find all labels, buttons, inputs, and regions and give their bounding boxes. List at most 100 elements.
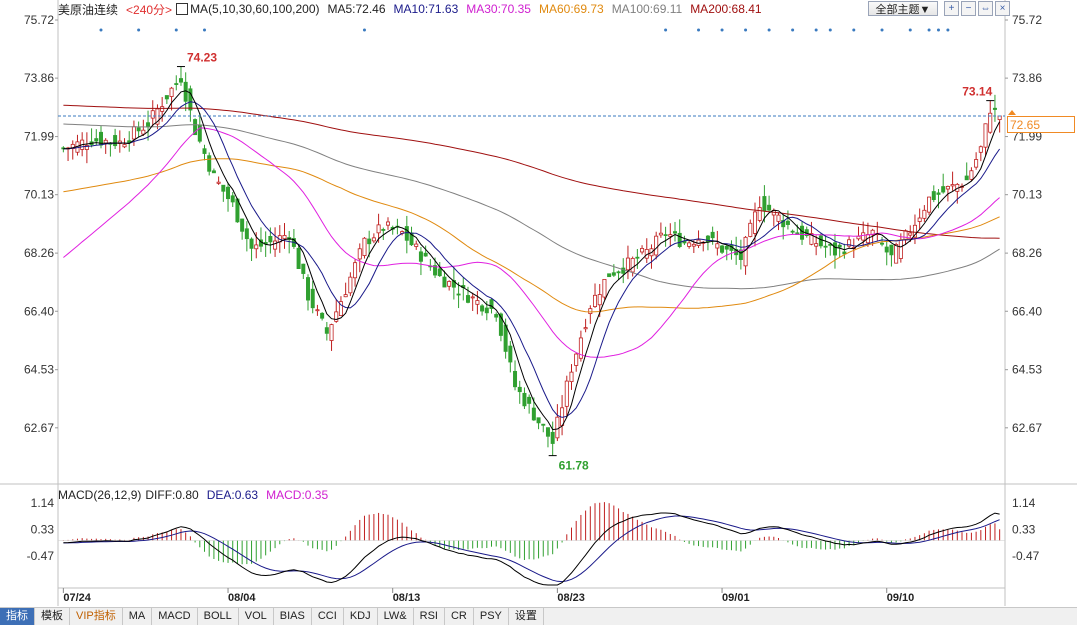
y-tick-left: 75.72 bbox=[24, 13, 54, 27]
ma-toggle-icon[interactable] bbox=[176, 3, 189, 15]
candle-body bbox=[668, 234, 673, 237]
indicator-tab[interactable]: BOLL bbox=[198, 608, 239, 625]
x-tick-label: 08/13 bbox=[393, 592, 421, 604]
y-tick-left: 71.99 bbox=[24, 130, 54, 144]
candle-body bbox=[155, 108, 160, 125]
y-tick-left: 70.13 bbox=[24, 188, 54, 202]
candle-body bbox=[381, 229, 386, 231]
indicator-tab[interactable]: MA bbox=[123, 608, 153, 625]
candle-body bbox=[169, 87, 174, 97]
indicator-tab[interactable]: PSY bbox=[474, 608, 509, 625]
event-dot-icon bbox=[814, 28, 818, 32]
candle-body bbox=[146, 122, 151, 128]
candle-body bbox=[781, 220, 786, 228]
indicator-tab[interactable]: LW& bbox=[378, 608, 414, 625]
event-dot-icon bbox=[697, 28, 701, 32]
candle-body bbox=[757, 207, 762, 221]
indicator-tab[interactable]: BIAS bbox=[274, 608, 312, 625]
macd-y-tick-right: -0.47 bbox=[1012, 549, 1040, 563]
indicator-tab[interactable]: VOL bbox=[239, 608, 274, 625]
candle-body bbox=[663, 234, 668, 237]
event-dot-icon bbox=[936, 28, 940, 32]
candle-body bbox=[654, 235, 659, 256]
indicator-tab[interactable]: RSI bbox=[414, 608, 445, 625]
candle-body bbox=[310, 288, 315, 309]
ma30-value: MA30:70.35 bbox=[466, 2, 531, 16]
ma5-line bbox=[63, 90, 1001, 431]
indicator-tab[interactable]: MACD bbox=[152, 608, 198, 625]
candle-body bbox=[522, 392, 527, 407]
event-dot-icon bbox=[880, 28, 884, 32]
candle-body bbox=[687, 242, 692, 247]
macd-y-tick-right: 1.14 bbox=[1012, 496, 1036, 510]
ma-title: MA(5,10,30,60,100,200) bbox=[190, 2, 320, 16]
macd-y-tick-left: 1.14 bbox=[31, 496, 55, 510]
candle-body bbox=[244, 228, 249, 240]
candle-body bbox=[950, 184, 955, 187]
candle-body bbox=[343, 294, 348, 298]
candle-body bbox=[517, 386, 522, 393]
candle-body bbox=[847, 239, 852, 247]
candle-body bbox=[748, 222, 753, 237]
y-tick-left: 64.53 bbox=[24, 363, 54, 377]
y-tick-right: 66.40 bbox=[1012, 304, 1042, 318]
candle-body bbox=[593, 294, 598, 308]
candle-body bbox=[513, 370, 518, 388]
zoom-in-icon[interactable]: + bbox=[944, 1, 959, 16]
candle-body bbox=[414, 243, 419, 247]
ma10-value: MA10:71.63 bbox=[393, 2, 459, 16]
candle-body bbox=[531, 407, 536, 421]
candle-body bbox=[894, 244, 899, 264]
candle-body bbox=[254, 244, 259, 250]
candle-body bbox=[785, 220, 790, 225]
indicator-tab[interactable]: 指标 bbox=[0, 608, 35, 625]
event-dot-icon bbox=[852, 28, 856, 32]
event-dot-icon bbox=[791, 28, 795, 32]
candle-body bbox=[470, 296, 475, 299]
price-arrow-icon bbox=[1008, 109, 1016, 115]
y-tick-right: 75.72 bbox=[1012, 13, 1042, 27]
candle-body bbox=[122, 144, 127, 148]
indicator-tab[interactable]: CR bbox=[445, 608, 474, 625]
event-dot-icon bbox=[203, 28, 207, 32]
period-label[interactable]: <240分> bbox=[126, 2, 173, 17]
indicator-tab[interactable]: VIP指标 bbox=[70, 608, 123, 625]
indicator-tab[interactable]: 模板 bbox=[35, 608, 70, 625]
candle-body bbox=[320, 312, 325, 319]
indicator-tab[interactable]: KDJ bbox=[344, 608, 378, 625]
candle-body bbox=[418, 251, 423, 262]
symbol-name[interactable]: 美原油连续 bbox=[58, 2, 119, 17]
candle-body bbox=[724, 245, 729, 250]
ma10-line bbox=[63, 101, 1001, 418]
candle-body bbox=[508, 345, 513, 363]
candle-body bbox=[870, 229, 875, 236]
candle-body bbox=[564, 380, 569, 407]
extreme-label: 74.23 bbox=[187, 51, 217, 65]
indicator-tab[interactable]: CCI bbox=[312, 608, 344, 625]
candle-body bbox=[832, 242, 837, 256]
candle-body bbox=[150, 110, 155, 119]
candle-body bbox=[931, 191, 936, 201]
indicator-tab[interactable]: 设置 bbox=[509, 608, 544, 625]
macd-y-tick-left: -0.47 bbox=[27, 549, 55, 563]
candle-body bbox=[367, 238, 372, 245]
theme-select[interactable]: 全部主题▼ bbox=[868, 1, 938, 16]
extreme-label: 73.14 bbox=[962, 85, 992, 99]
candle-body bbox=[710, 231, 715, 239]
event-dot-icon bbox=[927, 28, 931, 32]
candle-body bbox=[475, 300, 480, 305]
y-tick-left: 68.26 bbox=[24, 246, 54, 260]
candle-body bbox=[541, 423, 546, 426]
candle-body bbox=[555, 416, 560, 439]
candle-body bbox=[658, 232, 663, 236]
candle-body bbox=[136, 127, 141, 132]
zoom-out-icon[interactable]: − bbox=[961, 1, 976, 16]
candle-body bbox=[762, 196, 767, 212]
candle-body bbox=[456, 293, 461, 296]
candle-body bbox=[898, 239, 903, 259]
ma200-value: MA200:68.41 bbox=[690, 2, 762, 16]
candle-body bbox=[94, 138, 99, 142]
close-icon[interactable]: × bbox=[995, 1, 1010, 16]
pan-icon[interactable]: ⇔ bbox=[978, 1, 993, 16]
